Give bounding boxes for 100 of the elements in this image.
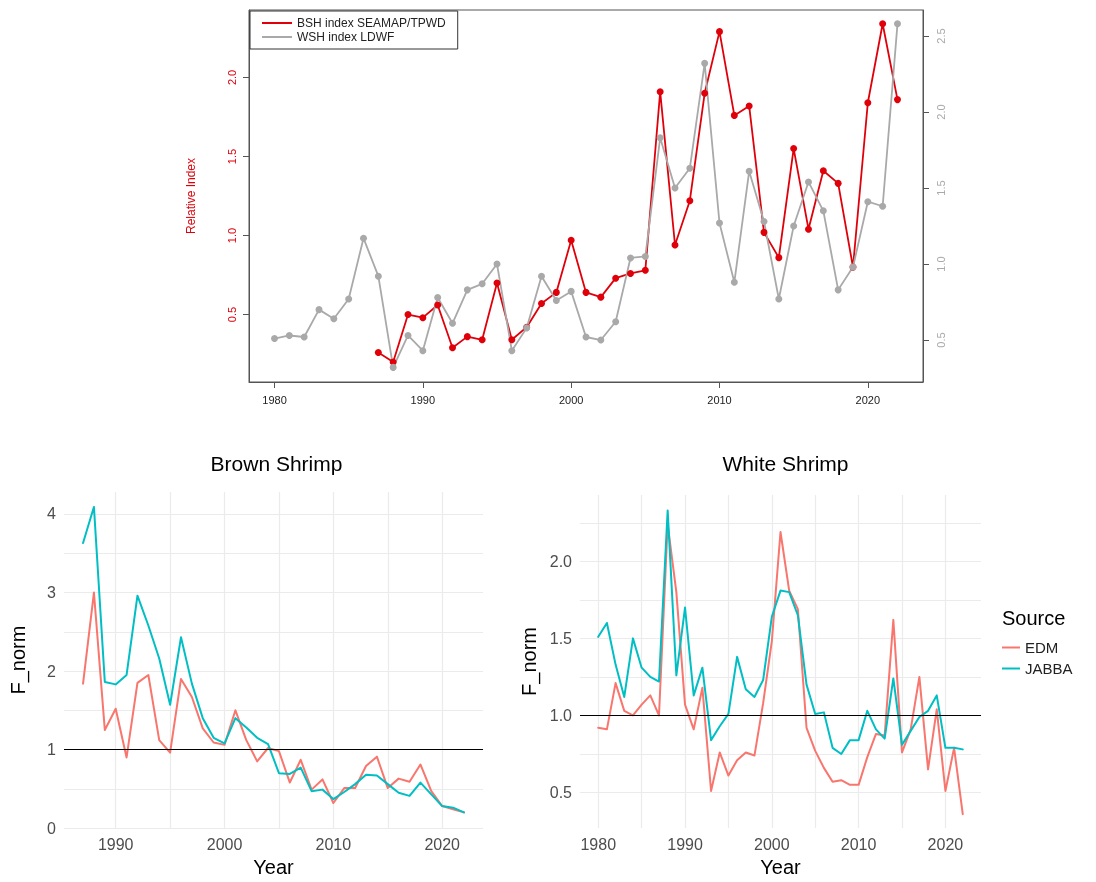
x-tick-label: 2020 bbox=[424, 835, 461, 853]
y-tick-label: 1.5 bbox=[549, 629, 573, 647]
line-series bbox=[82, 591, 465, 814]
point bbox=[701, 89, 709, 97]
legend-label: JABBA bbox=[1025, 660, 1073, 677]
point bbox=[879, 202, 887, 210]
point bbox=[463, 333, 471, 341]
x-tick-label: 1990 bbox=[410, 393, 436, 406]
y2-tick-label: 2.0 bbox=[934, 104, 947, 120]
point bbox=[775, 254, 783, 262]
legend-label: BSH index SEAMAP/TPWD bbox=[297, 16, 447, 30]
point bbox=[360, 234, 368, 242]
x-tick-label: 2000 bbox=[206, 835, 243, 853]
point bbox=[805, 178, 812, 186]
point bbox=[864, 99, 872, 107]
point bbox=[864, 198, 872, 206]
y-tick-label: 4 bbox=[47, 505, 57, 523]
y-tick-label: 0 bbox=[47, 819, 57, 837]
legend-title: Source bbox=[1002, 607, 1066, 629]
point bbox=[463, 286, 471, 294]
point bbox=[805, 225, 812, 233]
y-tick-label: 2.0 bbox=[225, 69, 238, 86]
point bbox=[775, 295, 783, 303]
y-axis-title: F_norm bbox=[517, 627, 541, 696]
chart-title: Brown Shrimp bbox=[210, 452, 343, 475]
point bbox=[893, 20, 901, 28]
point bbox=[834, 286, 842, 294]
x-tick-label: 2010 bbox=[840, 835, 877, 853]
y-tick-label: 2.0 bbox=[549, 552, 573, 570]
point bbox=[790, 222, 798, 230]
point bbox=[790, 145, 798, 153]
legend-label: WSH index LDWF bbox=[297, 30, 395, 44]
point bbox=[686, 164, 694, 172]
point bbox=[389, 363, 397, 371]
y2-tick-label: 2.5 bbox=[934, 28, 947, 44]
point bbox=[552, 297, 560, 305]
y2-tick-label: 1.0 bbox=[934, 256, 947, 272]
x-tick-label: 1990 bbox=[667, 835, 703, 853]
point bbox=[449, 344, 457, 352]
point bbox=[730, 111, 738, 119]
point bbox=[538, 272, 545, 280]
x-tick-label: 1990 bbox=[97, 835, 134, 853]
point bbox=[478, 280, 486, 288]
point bbox=[641, 252, 649, 260]
point bbox=[745, 167, 753, 175]
point bbox=[271, 335, 279, 343]
point bbox=[434, 301, 442, 309]
x-tick-label: 2020 bbox=[927, 835, 964, 853]
point bbox=[716, 28, 723, 36]
point bbox=[745, 102, 753, 110]
point bbox=[819, 167, 827, 175]
point bbox=[345, 295, 353, 303]
x-tick-label: 2010 bbox=[315, 835, 352, 853]
point bbox=[701, 59, 709, 67]
point bbox=[404, 311, 412, 319]
point bbox=[893, 96, 901, 104]
point bbox=[404, 331, 412, 339]
x-tick-label: 2000 bbox=[558, 393, 584, 406]
y-axis-title: Relative Index bbox=[184, 157, 198, 235]
y-axis-title: F_norm bbox=[7, 625, 30, 695]
point bbox=[819, 207, 827, 215]
point bbox=[597, 293, 605, 301]
line-series bbox=[82, 505, 465, 814]
point bbox=[641, 266, 649, 274]
point bbox=[508, 347, 516, 355]
x-tick-label: 1980 bbox=[580, 835, 617, 853]
y2-tick-label: 0.5 bbox=[934, 332, 947, 348]
x-tick-label: 2000 bbox=[754, 835, 790, 853]
line-series bbox=[597, 509, 964, 755]
point bbox=[627, 254, 634, 262]
point bbox=[315, 306, 323, 314]
y-tick-label: 3 bbox=[47, 584, 57, 602]
y-tick-label: 1.5 bbox=[225, 148, 238, 165]
point bbox=[434, 293, 442, 301]
point bbox=[300, 333, 308, 341]
point bbox=[330, 315, 338, 323]
point bbox=[612, 274, 620, 282]
point bbox=[760, 228, 768, 236]
y-tick-label: 1.0 bbox=[225, 227, 238, 244]
chart-title: White Shrimp bbox=[722, 452, 849, 475]
point bbox=[538, 299, 545, 307]
point bbox=[508, 336, 516, 344]
point bbox=[374, 348, 382, 356]
point bbox=[879, 20, 887, 28]
x-tick-label: 2020 bbox=[855, 393, 881, 406]
point bbox=[597, 336, 605, 344]
y-tick-label: 1.0 bbox=[549, 706, 573, 724]
point bbox=[419, 314, 427, 322]
point bbox=[627, 269, 634, 277]
point bbox=[552, 288, 560, 296]
point bbox=[374, 272, 382, 280]
point bbox=[567, 236, 575, 244]
point bbox=[285, 331, 293, 339]
point bbox=[656, 134, 664, 142]
point bbox=[656, 88, 664, 96]
legend-label: EDM bbox=[1025, 639, 1059, 656]
y2-tick-label: 1.5 bbox=[934, 180, 947, 196]
point bbox=[834, 179, 842, 187]
point bbox=[567, 287, 575, 295]
y-tick-label: 0.5 bbox=[225, 306, 238, 323]
